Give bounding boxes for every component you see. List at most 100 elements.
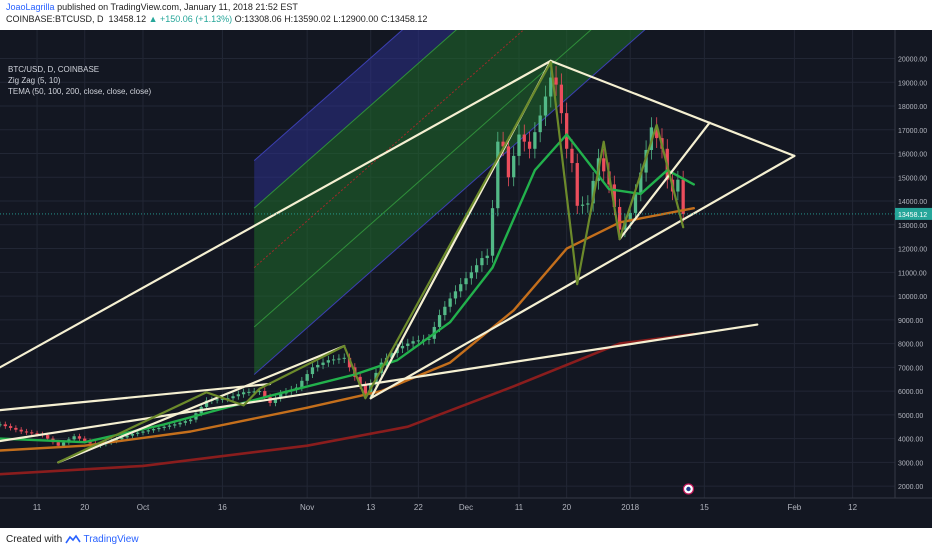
candle-body	[676, 179, 680, 192]
candle	[586, 195, 590, 213]
candle-body	[300, 380, 304, 388]
candle-body	[554, 77, 558, 85]
time-tick-label: 16	[218, 503, 227, 512]
price-tick-label: 18000.00	[898, 104, 927, 111]
candle-body	[178, 422, 182, 425]
candle-body	[575, 163, 579, 206]
candle-body	[77, 436, 82, 439]
zigzag-line	[57, 61, 685, 464]
candle-body	[56, 442, 60, 446]
candle-body	[549, 77, 553, 97]
candle	[448, 292, 452, 313]
candle	[19, 427, 23, 435]
author-link[interactable]: JoaoLagrilla	[6, 2, 55, 12]
candle	[24, 428, 29, 435]
candle-body	[0, 424, 2, 426]
candle-body	[406, 343, 410, 346]
last-price-tag	[895, 207, 932, 220]
tradingview-brand[interactable]: TradingView	[83, 534, 139, 545]
candle	[549, 66, 553, 108]
chart-area[interactable]: 2000.00 3000.00 4000.00 5000.00 6000.00 7000.…	[0, 30, 932, 528]
candle-body	[321, 362, 325, 365]
price-tick-label: 2000.00	[898, 484, 923, 491]
trendline	[549, 59, 796, 158]
price-tick-label: 8000.00	[898, 342, 923, 349]
candle-body	[443, 306, 447, 316]
candle-body	[416, 340, 421, 342]
created-with-text: Created with	[6, 534, 63, 545]
candle-body	[496, 141, 500, 209]
candle	[480, 251, 484, 272]
candle	[591, 172, 595, 212]
candle-body	[628, 212, 632, 222]
ohlc-line: COINBASE:BTCUSD, D 13458.12 ▲ +150.06 (+…	[6, 14, 427, 24]
price-tick-label: 10000.00	[898, 294, 927, 301]
candle-body	[279, 393, 283, 399]
candle	[411, 336, 415, 349]
candle-body	[681, 179, 685, 214]
candle-body	[533, 132, 537, 149]
candle	[554, 66, 558, 96]
candle-body	[427, 338, 431, 340]
last-price: 13458.12	[108, 14, 147, 24]
candle-body	[617, 206, 622, 230]
candle-body	[141, 431, 145, 433]
candle-body	[241, 392, 246, 395]
candle-body	[506, 146, 511, 178]
channel-line	[253, 30, 646, 375]
candle-body	[125, 435, 129, 438]
candle-body	[390, 353, 394, 358]
candle	[8, 423, 13, 431]
candle	[400, 341, 405, 353]
price-tick-label: 15000.00	[898, 175, 927, 182]
candle-body	[331, 359, 336, 361]
candle	[464, 271, 468, 291]
candle	[602, 148, 606, 181]
candle-body	[437, 315, 442, 327]
candle-body	[83, 438, 87, 441]
candle-body	[120, 437, 124, 440]
candle-body	[453, 291, 458, 299]
publish-header: JoaoLagrilla published on TradingView.co…	[0, 0, 932, 30]
time-tick-label: 2018	[621, 503, 639, 512]
time-tick-label: 22	[414, 503, 423, 512]
low-label: L:	[333, 14, 341, 24]
high-label: H:	[284, 14, 294, 24]
price-change: +150.06 (+1.13%)	[160, 14, 233, 24]
trendline	[0, 59, 552, 369]
candle	[490, 200, 495, 263]
chart-svg[interactable]: 2000.00 3000.00 4000.00 5000.00 6000.00 7000.…	[0, 30, 932, 528]
candle-body	[257, 391, 262, 393]
candle	[459, 277, 463, 298]
candle-body	[459, 284, 463, 292]
candle-body	[157, 427, 161, 430]
candle	[342, 353, 346, 364]
trendline	[369, 154, 796, 400]
up-arrow-icon: ▲	[148, 14, 158, 24]
last-price-tag-label: 13458.12	[898, 212, 927, 219]
candle-body	[570, 148, 574, 164]
candle-body	[19, 429, 23, 432]
time-tick-label: 11	[33, 503, 42, 512]
candle-body	[316, 364, 320, 368]
candle	[474, 258, 479, 279]
candle-body	[173, 424, 177, 426]
trendline	[0, 382, 272, 412]
candle-body	[236, 394, 240, 397]
candle-body	[136, 432, 140, 434]
candle	[310, 363, 315, 379]
candle-body	[130, 433, 135, 436]
candle	[273, 394, 278, 407]
candle	[543, 85, 548, 126]
candle-body	[538, 115, 542, 133]
price-tick-label: 11000.00	[898, 270, 927, 277]
candle-body	[591, 180, 595, 204]
candle-body	[644, 149, 648, 173]
candle-body	[273, 398, 278, 403]
candle-body	[543, 96, 548, 116]
time-tick-label: Dec	[459, 503, 473, 512]
channel-line	[253, 30, 592, 328]
trendline	[57, 344, 346, 464]
candle-body	[633, 192, 638, 213]
candle	[522, 124, 526, 152]
